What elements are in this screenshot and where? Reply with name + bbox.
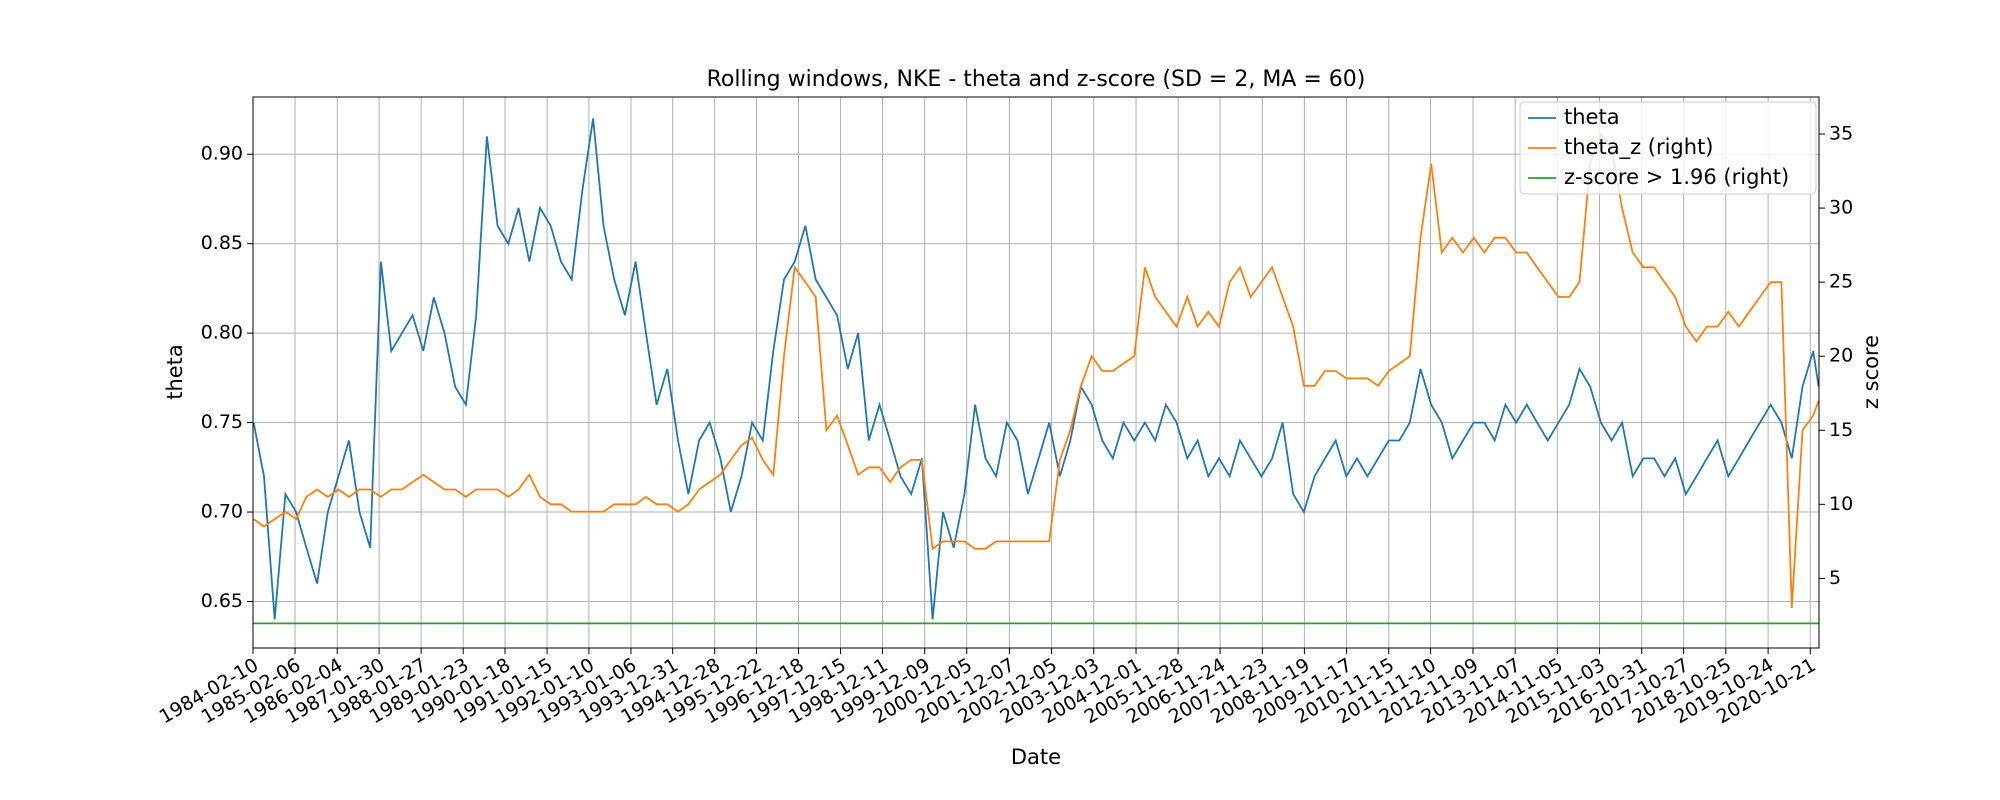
x-axis-label: Date [1011, 745, 1061, 769]
y-axis-label: theta [163, 344, 187, 400]
y-tick-label: 0.65 [201, 590, 243, 612]
line-series [252, 118, 1820, 620]
y-tick-label: 0.70 [201, 501, 243, 523]
legend-box [1519, 101, 1817, 195]
y2-tick-label: 35 [1829, 123, 1853, 145]
legend-label: z-score > 1.96 (right) [1564, 165, 1789, 189]
y-tick-label: 0.90 [201, 143, 243, 165]
legend-label: theta [1564, 105, 1620, 129]
y2-tick-label: 25 [1829, 271, 1853, 293]
legend-label: theta_z (right) [1564, 135, 1714, 160]
y2-tick-label: 30 [1829, 197, 1853, 219]
y2-tick-label: 10 [1829, 493, 1853, 515]
y2-tick-label: 20 [1829, 345, 1853, 367]
legend: theta theta_z (right) z-score > 1.96 (righ… [1519, 101, 1817, 195]
y2-axis-label: z score [1859, 335, 1883, 409]
y-tick-label: 0.85 [201, 232, 243, 254]
y2-tick-label: 15 [1829, 419, 1853, 441]
y2-tick-label: 5 [1829, 567, 1841, 589]
y-tick-label: 0.75 [201, 411, 243, 433]
chart-title: Rolling windows, NKE - theta and z-score… [707, 67, 1366, 92]
y-tick-label: 0.80 [201, 322, 243, 344]
plot-frame [252, 96, 1820, 649]
line-series [253, 132, 1820, 609]
